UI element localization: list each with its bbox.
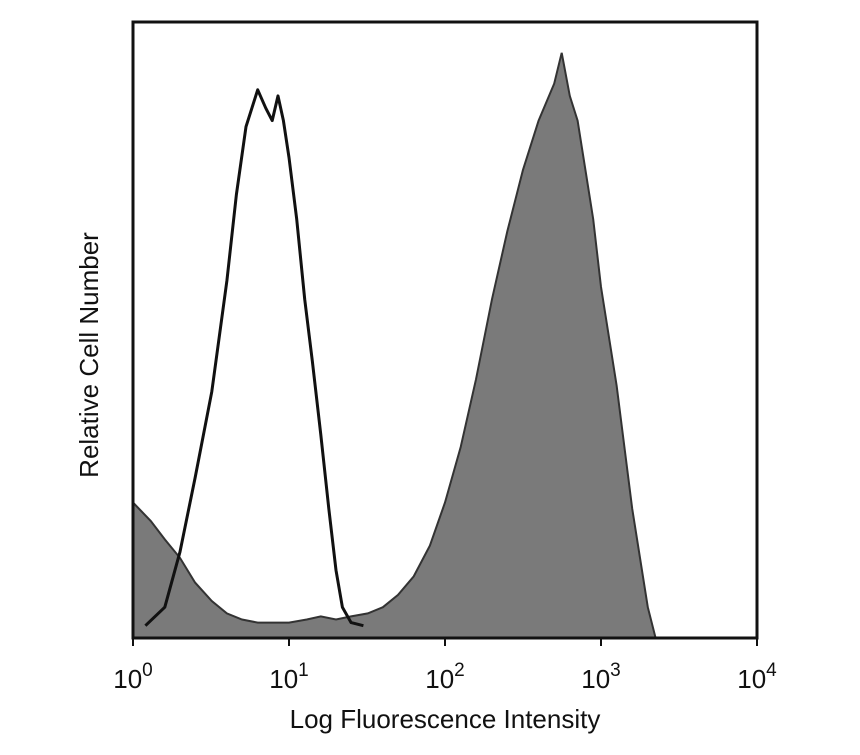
y-axis-title: Relative Cell Number: [74, 232, 104, 478]
x-axis-title: Log Fluorescence Intensity: [290, 704, 601, 734]
filled-histogram-series: [132, 52, 657, 639]
x-tick-label: 102: [425, 660, 465, 694]
outline-histogram-series: [144, 88, 364, 628]
x-tick-label: 103: [581, 660, 621, 694]
plot-area: [132, 52, 657, 639]
x-tick-label: 104: [737, 660, 777, 694]
x-axis-ticks: 100 101 102 103 104: [113, 638, 777, 694]
x-tick-label: 101: [269, 660, 309, 694]
x-tick-label: 100: [113, 660, 153, 694]
